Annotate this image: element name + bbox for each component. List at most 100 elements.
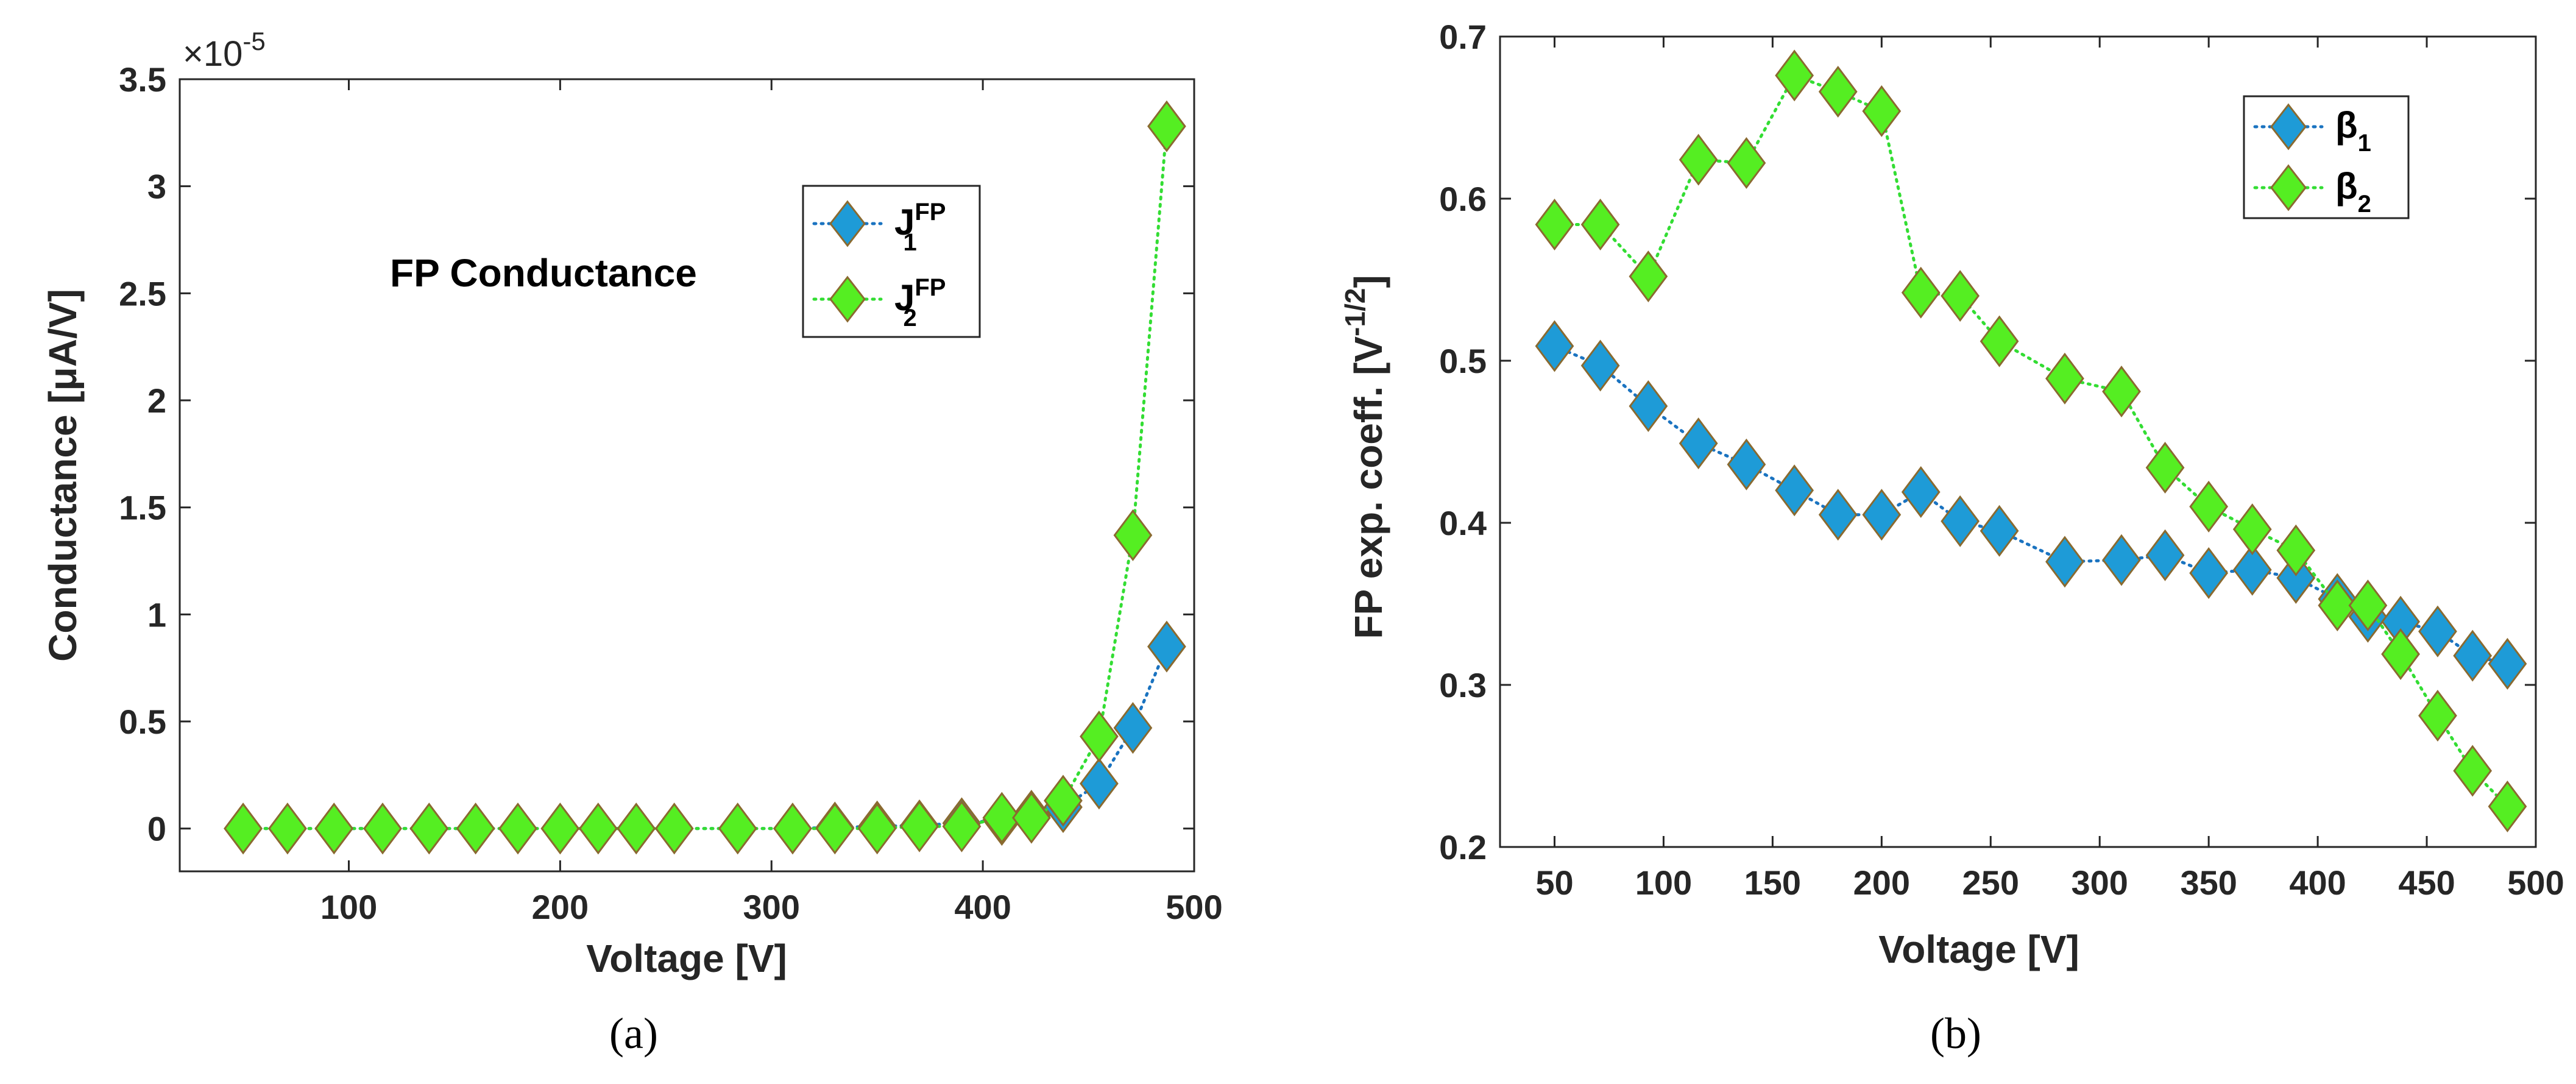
panel-b-series-2-point (2232, 503, 2272, 556)
panel-b-series-2-point (2453, 745, 2493, 797)
panel-b-series-1-point (1980, 505, 2019, 557)
panel-b-series-2-point (1535, 199, 1574, 251)
panel-b-xtick-label: 150 (1744, 863, 1801, 902)
panel-a-axes-frame (179, 78, 1195, 873)
panel-b-legend-label-2: β2 (2335, 166, 2371, 218)
panel-a-legend-marker-2 (829, 275, 866, 323)
panel-b-xtick-label: 250 (1962, 863, 2019, 902)
panel-b-ytick-label: 0.4 (1439, 504, 1487, 542)
panel-a-series-2-point (718, 802, 757, 855)
panel-b-series-1-point (1941, 495, 1980, 547)
panel-b-xtick-label: 500 (2507, 863, 2564, 902)
panel-b-series-1-point (1580, 339, 1620, 392)
panel-a-series-2-point (224, 802, 263, 855)
panel-b-series-1-point (2453, 629, 2493, 682)
panel-a-series (224, 100, 1186, 855)
panel-b-series-2-point (2348, 579, 2388, 632)
panel-a-ytick-label: 2.5 (119, 274, 166, 313)
panel-a-legend: JFP 1 JFP 2 (802, 185, 981, 338)
panel-b-caption: (b) (1930, 1009, 1981, 1058)
panel-a-series-2-point (617, 802, 656, 855)
panel-a-ytick-label: 3.5 (119, 60, 166, 99)
panel-a-xtick-label: 200 (532, 888, 589, 926)
panel-a-series-2-point (1080, 710, 1119, 763)
panel-a-ytick-label: 0.5 (119, 703, 166, 741)
panel-b-series-1-point (1535, 320, 1574, 372)
panel-a-conductance: 100 200 300 400 500 0 0.5 1 1.5 2 2.5 3 3.5 ×10-5 FP… (41, 27, 1223, 1058)
panel-b-series-2-point (2045, 352, 2084, 405)
panel-a-series-1-point (1113, 702, 1153, 754)
panel-b-series-1-point (1629, 380, 1668, 432)
panel-a-caption: (a) (609, 1009, 658, 1058)
panel-b-series-1-point (2145, 529, 2185, 581)
panel-a-series-2-point (654, 802, 694, 855)
panel-a-series-1-point (1147, 620, 1186, 673)
panel-a-series-2-point (578, 802, 618, 855)
panel-a-series-2-point (857, 802, 897, 855)
panel-b-series-2-point (2145, 442, 2185, 494)
panel-a-series-2-point (900, 800, 939, 852)
panel-b-xtick-label: 50 (1535, 863, 1573, 902)
panel-b-fp-coeff: 50 100 150 200 250 300 350 400 450 500 0.2 0.3 0.4 0.… (1339, 18, 2564, 1058)
panel-a-series-2-point (942, 800, 982, 852)
panel-a-series-2-point (498, 802, 537, 855)
panel-b-series-1-point (2276, 551, 2316, 604)
panel-a-series-2-point (409, 802, 449, 855)
panel-b-series-2-line (1552, 73, 2509, 808)
panel-a-series-2-point (815, 802, 855, 855)
panel-a-legend-box (802, 185, 981, 338)
panel-a-ytick-label: 1.5 (119, 489, 166, 527)
panel-b-ytick-label: 0.7 (1439, 18, 1487, 56)
panel-b-series-2-point (1941, 270, 1980, 322)
panel-a-series-1-point (1080, 757, 1119, 810)
panel-b-series-1-point (1679, 417, 1718, 470)
panel-b-series-1-point (1727, 438, 1766, 491)
panel-a-ytick-label: 2 (147, 381, 166, 420)
panel-b-xtick-label: 400 (2289, 863, 2346, 902)
panel-a-y-axis-label: Conductance [μA/V] (41, 289, 85, 662)
panel-b-series-2-point (1862, 85, 1902, 137)
panel-b-ticks: 50 100 150 200 250 300 350 400 450 500 0.2 0.3 0.4 0.… (1439, 18, 2564, 902)
panel-a-series-2-point (1044, 774, 1083, 827)
panel-a-series-2-point (540, 802, 580, 855)
panel-b-series-2-point (2102, 366, 2141, 418)
panel-a-y-exponent: ×10-5 (183, 27, 266, 74)
panel-a-series-2-point (363, 802, 402, 855)
panel-b-series-1-point (1862, 489, 1902, 541)
panel-a-ytick-label: 3 (147, 168, 166, 206)
panel-a-legend-label-2: JFP 2 (894, 274, 946, 331)
panel-b-series (1535, 49, 2527, 832)
panel-a-series-2-point (773, 802, 812, 855)
panel-b-series-2-point (2418, 690, 2457, 742)
panel-b-xtick-label: 450 (2398, 863, 2455, 902)
panel-b-series-1-point (1818, 489, 1858, 541)
panel-b-series-1-point (1775, 464, 1814, 517)
panel-b-series-2-point (2189, 480, 2229, 533)
panel-a-xtick-label: 100 (320, 888, 377, 926)
panel-b-y-axis-label: FP exp. coeff. [V-1/2] (1339, 275, 1390, 639)
panel-a-legend-label-1: JFP 1 (894, 199, 946, 256)
panel-a-ytick-label: 0 (147, 810, 166, 848)
panel-a-xtick-label: 400 (954, 888, 1011, 926)
panel-b-ytick-label: 0.3 (1439, 666, 1487, 704)
panel-b-x-axis-label: Voltage [V] (1878, 927, 2079, 971)
panel-a-xtick-label: 300 (743, 888, 800, 926)
panel-b-series-1-point (2102, 534, 2141, 586)
panel-b-legend-marker-1 (2270, 103, 2307, 151)
panel-b-xtick-label: 200 (1853, 863, 1910, 902)
panel-a-series-2-point (1012, 792, 1051, 844)
panel-b-xtick-label: 350 (2180, 863, 2237, 902)
panel-b-xtick-label: 100 (1635, 863, 1692, 902)
panel-a-ticks: 100 200 300 400 500 0 0.5 1 1.5 2 2.5 3 3.5 (119, 60, 1223, 926)
panel-b-series-2-point (1679, 133, 1718, 186)
panel-b-xtick-label: 300 (2071, 863, 2128, 902)
panel-b-series-2-point (1775, 49, 1814, 102)
panel-b-series-2-point (1901, 266, 1941, 319)
panel-b-series-2-point (1980, 315, 2019, 367)
panel-b-series-2-point (1818, 65, 1858, 118)
panel-a-series-2-point (268, 802, 307, 855)
panel-b-legend-box (2243, 95, 2410, 219)
panel-b-series-2-point (2318, 579, 2357, 632)
panel-a-ytick-label: 1 (147, 595, 166, 634)
